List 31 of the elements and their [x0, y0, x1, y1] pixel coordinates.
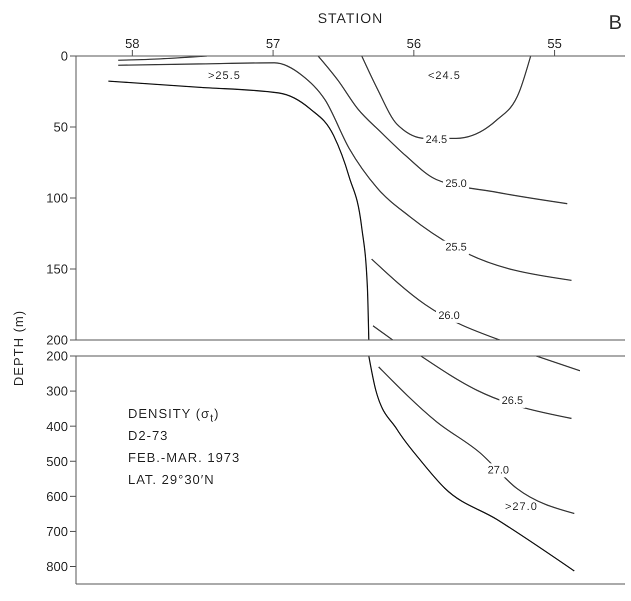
- y-tick-label: 500: [46, 454, 68, 469]
- annotation: 25.0: [445, 178, 467, 190]
- annotation: <24.5: [428, 70, 461, 82]
- y-tick-label: 150: [46, 262, 68, 277]
- x-tick-label: 55: [547, 36, 562, 51]
- text: B: [608, 12, 623, 35]
- y-tick-label: 50: [54, 120, 68, 135]
- y-tick-label: 400: [46, 418, 68, 434]
- x-axis-title: STATION: [318, 10, 384, 26]
- annotation: >25.5: [208, 70, 241, 82]
- annotation: DENSITY (σ$_{t}$): [128, 406, 220, 425]
- y-tick-label: 800: [46, 559, 68, 574]
- annotation: FEB.-MAR. 1973: [128, 450, 240, 465]
- annotation: LAT. 29°30′N: [128, 472, 215, 487]
- y-tick-label: 200: [46, 348, 68, 364]
- y-tick-label: 0: [60, 48, 68, 64]
- y-axis-title: DEPTH (m): [10, 310, 26, 386]
- y-tick-label: 300: [46, 384, 68, 399]
- annotation: 24.5: [426, 134, 448, 146]
- annotation: 27.0: [488, 464, 510, 476]
- y-tick-label: 700: [46, 524, 68, 539]
- y-tick-label: 200: [46, 332, 68, 348]
- y-tick-label: 100: [46, 190, 68, 206]
- x-tick-label: 58: [125, 36, 140, 51]
- annotation: D2-73: [128, 428, 168, 443]
- y-tick-label: 600: [46, 488, 68, 504]
- annotation: 26.0: [438, 310, 460, 322]
- x-tick-label: 56: [406, 36, 422, 51]
- annotation: >27.0: [505, 501, 538, 513]
- x-tick-label: 57: [266, 36, 280, 51]
- annotation: 26.5: [502, 394, 524, 407]
